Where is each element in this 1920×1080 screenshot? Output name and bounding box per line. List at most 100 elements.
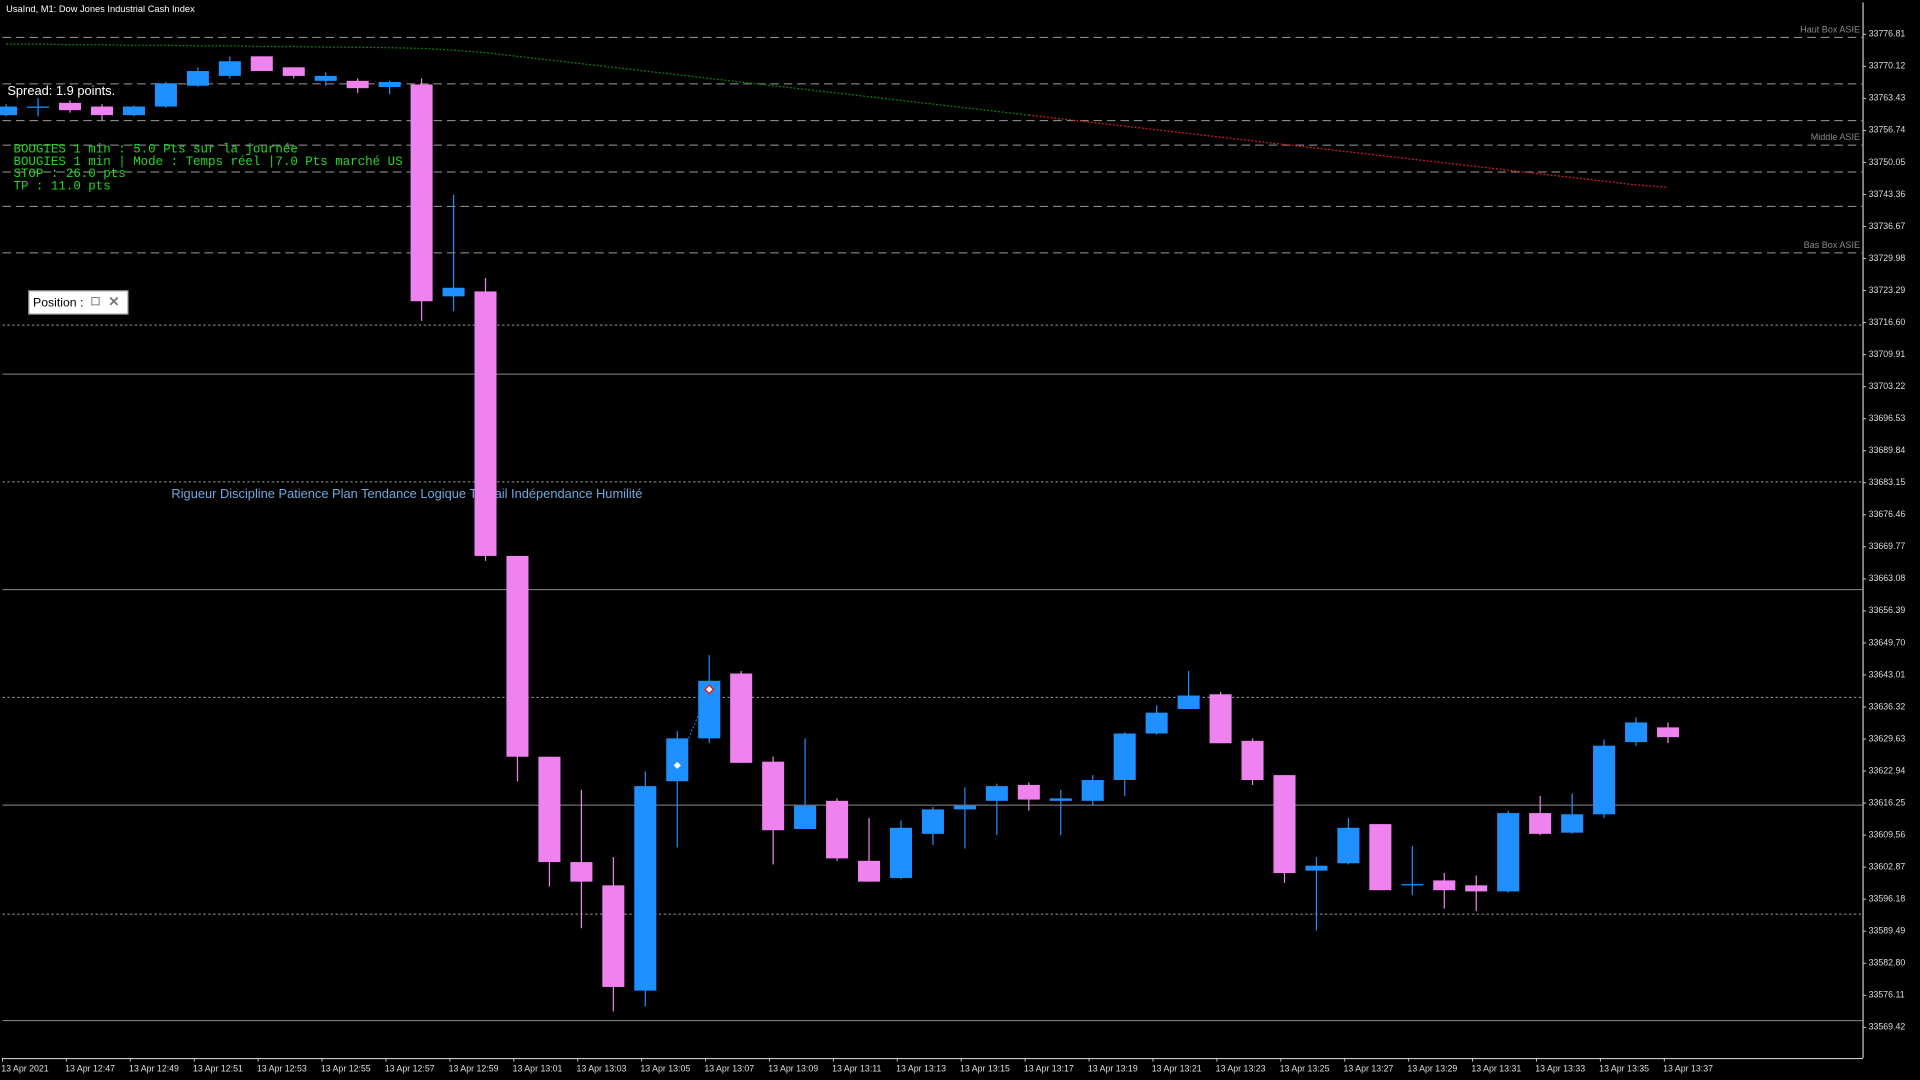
candle-body [921,809,944,834]
candle-body [634,786,657,991]
candle-body [250,56,273,72]
y-tick-label: 33643.01 [1869,669,1906,679]
level-label: Bas Box ASIE [1804,240,1860,250]
x-tick-label: 13 Apr 13:09 [768,1063,818,1073]
x-tick-label: 13 Apr 13:07 [704,1063,754,1073]
candle-body [1625,722,1648,743]
candle-body [794,805,817,829]
y-tick-label: 33770.12 [1869,61,1906,71]
y-tick-label: 33649.70 [1869,637,1906,647]
candle-body [1273,775,1296,874]
candle-body [90,106,114,116]
y-tick-label: 33576.11 [1869,990,1905,1000]
candle-body [666,738,689,782]
x-tick-label: 13 Apr 12:53 [257,1063,307,1073]
x-tick-label: 13 Apr 13:17 [1024,1063,1074,1073]
y-tick-label: 33729.98 [1869,253,1906,263]
restore-icon [91,297,100,306]
candle-body [1209,694,1232,744]
x-tick-label: 13 Apr 13:21 [1152,1063,1202,1073]
x-tick-label: 13 Apr 13:11 [832,1063,881,1073]
restore-button[interactable] [91,297,100,306]
info-line: STOP : 26.0 pts [13,167,125,181]
candle-body [410,84,433,302]
candle-body [186,71,209,86]
motto: Rigueur Discipline Patience Plan Tendanc… [171,486,642,501]
y-tick-label: 33622.94 [1869,765,1906,775]
y-tick-label: 33750.05 [1869,157,1906,167]
x-tick-label: 13 Apr 2021 [1,1063,49,1073]
x-tick-label: 13 Apr 13:25 [1280,1063,1330,1073]
x-tick-label: 13 Apr 13:03 [576,1063,626,1073]
candle-body [1561,814,1584,833]
candle-body [1433,880,1456,891]
candle-body [762,761,785,831]
candle-body [474,291,497,556]
y-tick-label: 33723.29 [1869,285,1906,295]
x-tick-label: 13 Apr 13:05 [640,1063,690,1073]
x-tick-label: 13 Apr 13:01 [513,1063,563,1073]
candle-body [698,680,721,739]
y-tick-label: 33743.36 [1869,189,1906,199]
y-tick-label: 33629.63 [1869,733,1906,743]
y-tick-label: 33763.43 [1869,93,1906,103]
x-tick-label: 13 Apr 13:31 [1471,1063,1521,1073]
x-tick-label: 13 Apr 12:51 [193,1063,243,1073]
candle-body [858,860,881,882]
x-tick-label: 13 Apr 12:55 [321,1063,371,1073]
y-tick-label: 33596.18 [1869,894,1906,904]
candle-body [1241,740,1264,780]
candle-body [985,786,1008,801]
x-tick-label: 13 Apr 12:59 [449,1063,499,1073]
trade-link [676,689,710,766]
close-button[interactable] [109,296,119,306]
panel-title: Position : [33,295,83,309]
y-tick-label: 33676.46 [1869,509,1906,519]
candle-body [346,80,369,89]
x-tick-label: 13 Apr 13:19 [1088,1063,1138,1073]
y-tick-label: 33589.49 [1869,926,1906,936]
y-tick-label: 33609.56 [1869,829,1906,839]
x-tick-label: 13 Apr 13:27 [1344,1063,1394,1073]
y-tick-label: 33582.80 [1869,958,1906,968]
level-label: Middle ASIE [1811,132,1860,142]
x-tick-label: 13 Apr 13:35 [1599,1063,1649,1073]
x-tick-label: 13 Apr 12:49 [129,1063,179,1073]
candle-body [282,67,305,76]
candle-body [218,61,241,76]
candle-body [122,106,145,116]
y-tick-label: 33616.25 [1869,797,1906,807]
y-tick-label: 33696.53 [1869,413,1906,423]
spread: Spread: 1.9 points. [7,83,115,98]
x-tick-label: 13 Apr 13:33 [1535,1063,1585,1073]
candle-body [1593,745,1616,815]
candle-body [538,756,561,863]
candle-body [730,673,753,763]
info-line: BOUGIES 1 min | Mode : Temps réel |7.0 P… [13,155,402,169]
candle-body [1177,695,1200,709]
candle-body [1656,727,1680,738]
x-tick-label: 13 Apr 13:29 [1407,1063,1457,1073]
info-line: TP : 11.0 pts [13,179,110,193]
indicator-line [1028,114,1669,188]
candle-body [953,805,976,810]
candle-body [1401,884,1424,886]
x-tick-label: 13 Apr 12:57 [385,1063,435,1073]
indicator-line [6,43,1029,116]
candle-body [1017,784,1040,800]
trade-entry [672,760,683,771]
candle-body [154,83,177,107]
candle-body [378,82,401,87]
candle-body [826,800,849,859]
position-panel[interactable]: Position : [28,290,129,315]
trade-exit [703,684,715,695]
candle-body [1113,733,1136,780]
candle-body [1305,865,1328,871]
y-tick-label: 33602.87 [1869,862,1906,872]
y-tick-label: 33669.77 [1869,541,1906,551]
candle-body [889,827,912,878]
y-tick-label: 33569.42 [1869,1022,1906,1032]
y-tick-label: 33663.08 [1869,573,1906,583]
